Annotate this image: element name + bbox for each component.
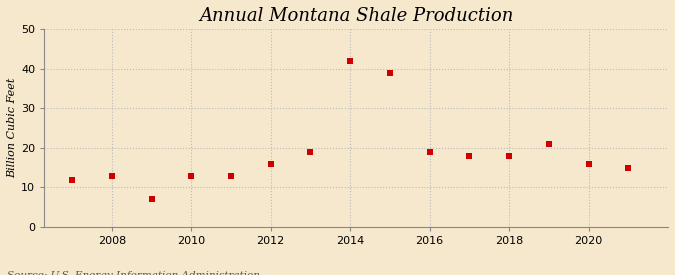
Point	[425, 150, 435, 154]
Point	[345, 59, 356, 63]
Point	[385, 71, 396, 75]
Point	[583, 161, 594, 166]
Point	[225, 174, 236, 178]
Point	[186, 174, 196, 178]
Point	[543, 142, 554, 146]
Point	[623, 166, 634, 170]
Point	[146, 197, 157, 202]
Title: Annual Montana Shale Production: Annual Montana Shale Production	[199, 7, 514, 25]
Point	[107, 174, 117, 178]
Point	[504, 154, 514, 158]
Point	[305, 150, 316, 154]
Point	[265, 161, 276, 166]
Point	[464, 154, 475, 158]
Text: Source: U.S. Energy Information Administration: Source: U.S. Energy Information Administ…	[7, 271, 260, 275]
Y-axis label: Billion Cubic Feet: Billion Cubic Feet	[7, 78, 17, 178]
Point	[67, 177, 78, 182]
